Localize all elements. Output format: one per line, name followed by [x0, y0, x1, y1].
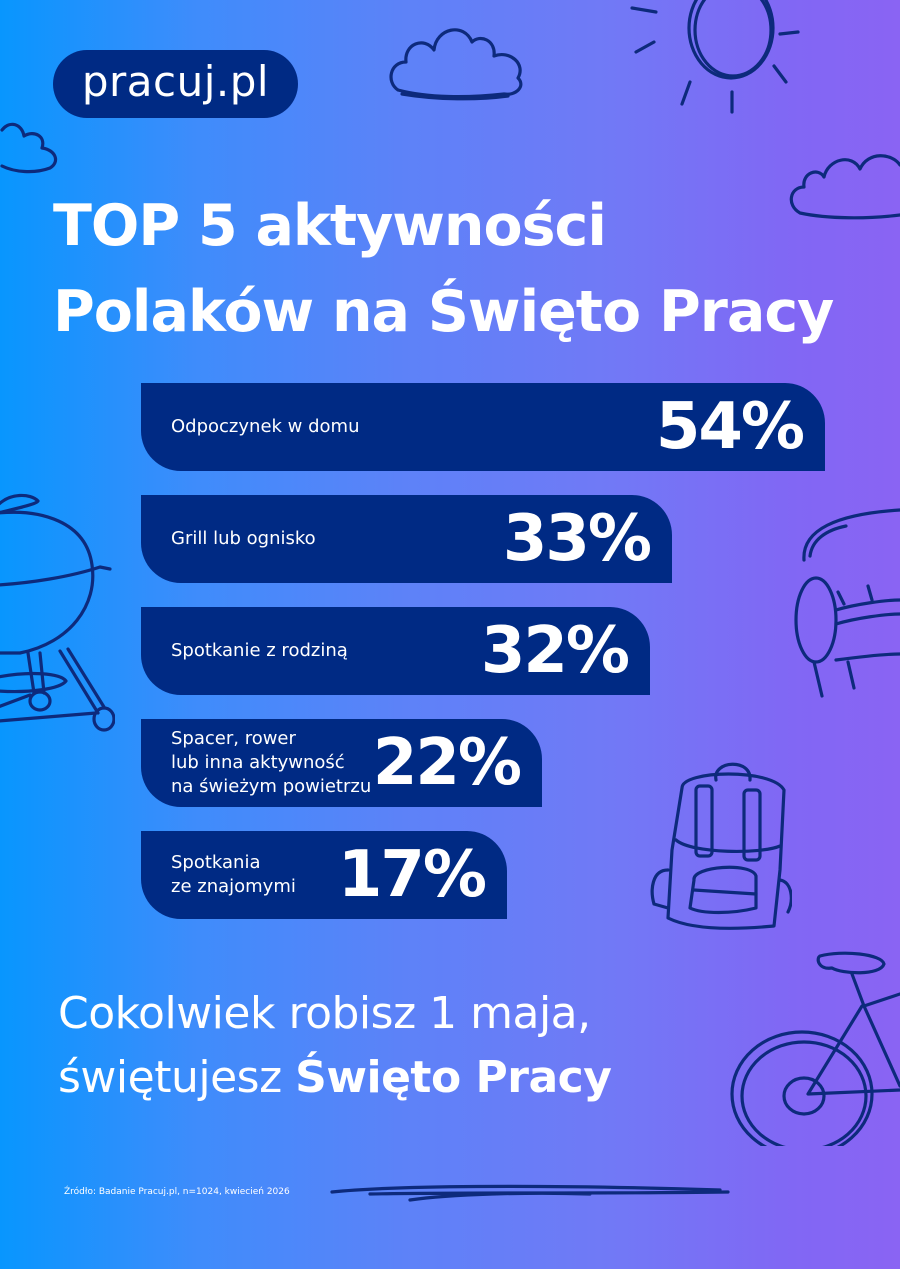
bar-value: 33% [502, 502, 652, 576]
cloud-icon [0, 122, 58, 174]
cloud-icon [389, 28, 523, 101]
bar-value: 22% [372, 726, 522, 800]
bar-label: Odpoczynek w domu [171, 416, 360, 437]
bar-row: Spotkanie z rodziną 32% [141, 607, 650, 695]
bar-label: Spotkania ze znajomymi [171, 852, 296, 897]
tagline-line-2: świętujesz Święto Pracy [58, 1046, 612, 1110]
bar-label: Grill lub ognisko [171, 528, 316, 549]
tagline-bold: Święto Pracy [295, 1052, 612, 1103]
bar-label: Spacer, rower lub inna aktywność na świe… [171, 728, 372, 797]
tagline-line-1: Cokolwiek robisz 1 maja, [58, 988, 591, 1039]
bar-value: 17% [337, 838, 487, 912]
pracuj-logo[interactable]: pracuj.pl [53, 50, 298, 118]
backpack-icon [650, 762, 792, 930]
bar-value: 32% [480, 614, 630, 688]
page-title: TOP 5 aktywności Polaków na Święto Pracy [53, 183, 834, 355]
scribble-line [330, 1184, 730, 1202]
title-line-1: TOP 5 aktywności [53, 193, 607, 259]
grill-icon [0, 493, 115, 732]
tagline: Cokolwiek robisz 1 maja, świętujesz Świę… [58, 982, 612, 1110]
cloud-icon [789, 154, 900, 220]
tagline-regular: świętujesz [58, 1052, 296, 1103]
bar-row: Spotkania ze znajomymi 17% [141, 831, 507, 919]
bar-value: 54% [655, 390, 805, 464]
source-note: Źródło: Badanie Pracuj.pl, n=1024, kwiec… [64, 1187, 290, 1197]
bar-row: Spacer, rower lub inna aktywność na świe… [141, 719, 542, 807]
bar-row: Grill lub ognisko 33% [141, 495, 672, 583]
bar-label: Spotkanie z rodziną [171, 640, 348, 661]
bicycle-icon [730, 951, 900, 1146]
sun-icon [630, 0, 800, 114]
armchair-icon [794, 508, 900, 698]
title-line-2: Polaków na Święto Pracy [53, 279, 834, 345]
bar-row: Odpoczynek w domu 54% [141, 383, 825, 471]
logo-text: pracuj.pl [81, 56, 270, 106]
